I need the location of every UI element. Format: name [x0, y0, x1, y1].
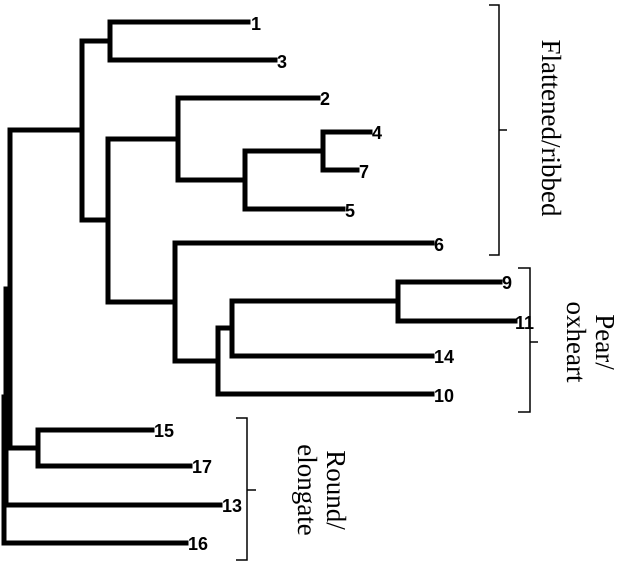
bracket-pear	[518, 267, 538, 413]
group-label: elongate	[292, 444, 322, 535]
leaf-label: 15	[154, 421, 174, 441]
group-label: Flattened/ribbed	[536, 40, 566, 217]
bracket-round	[236, 417, 256, 561]
tree-branches	[1, 19, 518, 546]
brackets	[236, 4, 538, 561]
leaf-label: 5	[345, 201, 355, 221]
leaf-label: 9	[502, 273, 512, 293]
group-label: oxheart	[561, 302, 591, 383]
bracket-flattened	[489, 4, 507, 256]
leaf-label: 10	[434, 386, 454, 406]
leaf-label: 14	[434, 347, 454, 367]
leaf-label: 1	[251, 14, 261, 34]
leaf-label: 11	[515, 313, 534, 333]
leaf-label: 3	[277, 52, 287, 72]
leaf-label: 7	[359, 162, 369, 182]
leaf-label: 16	[188, 534, 208, 554]
leaf-label: 6	[434, 235, 444, 255]
leaf-label: 2	[320, 89, 330, 109]
leaf-label: 13	[222, 496, 242, 516]
leaf-label: 17	[192, 457, 212, 477]
leaf-label: 4	[372, 123, 382, 143]
group-label: Pear/	[590, 314, 620, 370]
group-label: Round/	[321, 450, 351, 530]
